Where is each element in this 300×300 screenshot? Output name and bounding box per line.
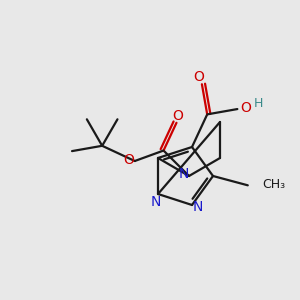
- Text: H: H: [254, 97, 263, 110]
- Text: N: N: [179, 167, 189, 181]
- Text: CH₃: CH₃: [262, 178, 285, 191]
- Text: O: O: [123, 153, 134, 167]
- Text: O: O: [240, 101, 251, 115]
- Text: O: O: [172, 109, 183, 123]
- Text: N: N: [193, 200, 203, 214]
- Text: O: O: [194, 70, 204, 84]
- Text: N: N: [151, 195, 161, 209]
